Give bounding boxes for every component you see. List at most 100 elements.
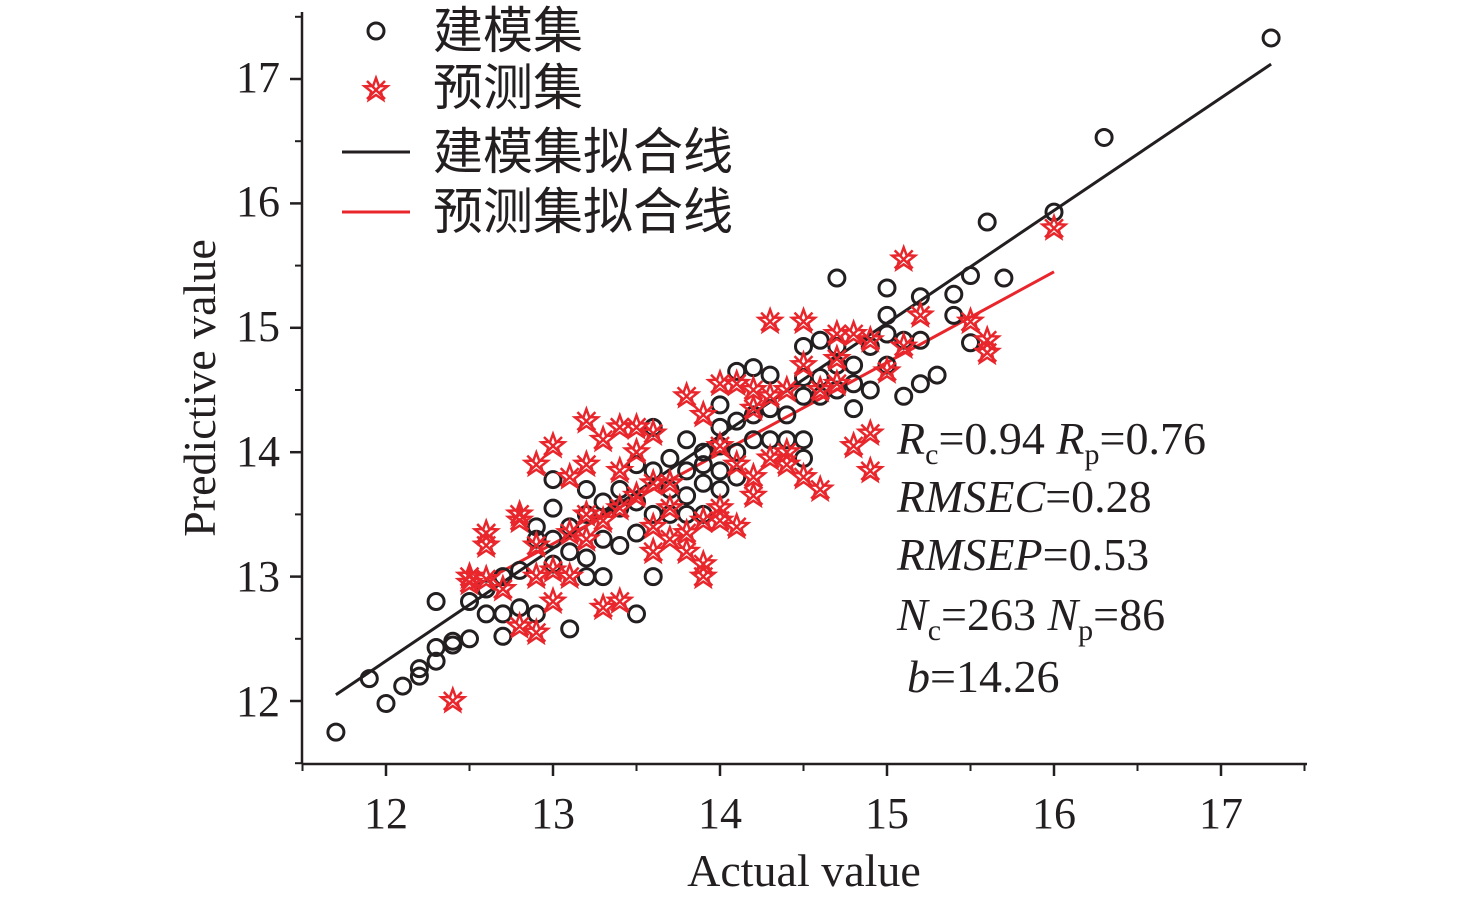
stat-nc-value: 263 xyxy=(967,589,1036,640)
calibration-point xyxy=(927,365,947,385)
y-tick-label: 12 xyxy=(236,677,280,726)
prediction-point xyxy=(855,417,886,447)
calibration-point xyxy=(944,305,964,325)
prediction-point xyxy=(655,523,685,552)
calibration-point xyxy=(810,330,830,350)
prediction-point xyxy=(604,585,635,615)
calibration-fit-line xyxy=(335,62,1272,697)
calibration-point xyxy=(693,442,713,462)
prediction-point xyxy=(638,511,669,540)
prediction-point xyxy=(805,374,836,403)
prediction-point xyxy=(638,417,669,447)
legend-label: 建模集拟合线 xyxy=(433,124,733,180)
stat-r-line: Rc=0.94 Rp=0.76 xyxy=(896,413,1206,471)
calibration-point xyxy=(994,268,1014,288)
calibration-point xyxy=(693,473,713,493)
prediction-point xyxy=(604,455,635,484)
x-tick-label: 15 xyxy=(865,789,909,838)
calibration-point xyxy=(860,336,880,356)
calibration-point xyxy=(961,266,980,286)
stat-n-line: Nc=263 Np=86 xyxy=(896,589,1165,647)
prediction-point xyxy=(738,374,769,403)
prediction-point xyxy=(771,374,802,403)
prediction-point xyxy=(554,560,585,590)
calibration-point xyxy=(677,430,697,450)
calibration-point xyxy=(576,548,596,568)
y-tick-labels: 12 13 14 15 16 17 xyxy=(236,53,280,726)
prediction-point xyxy=(771,436,802,465)
legend-label: 预测集拟合线 xyxy=(433,184,733,240)
prediction-point xyxy=(721,368,752,397)
prediction-point xyxy=(521,448,552,478)
x-tick-label: 16 xyxy=(1032,789,1076,838)
prediction-point xyxy=(705,430,735,459)
calibration-point xyxy=(794,386,813,406)
prediction-point xyxy=(705,492,735,521)
calibration-point xyxy=(576,480,596,500)
calibration-point xyxy=(743,405,763,425)
calibration-point xyxy=(543,529,563,549)
prediction-point xyxy=(655,492,685,521)
prediction-point xyxy=(521,529,552,559)
calibration-point xyxy=(610,536,630,555)
calibration-point xyxy=(877,278,897,298)
prediction-point xyxy=(855,455,886,484)
legend-item-prediction: 预测集 xyxy=(361,60,583,116)
statistics-annotation: Rc=0.94 Rp=0.76 RMSEC=0.28 RMSEP=0.53 Nc… xyxy=(896,413,1206,702)
prediction-point xyxy=(471,563,502,592)
stat-np-value: 86 xyxy=(1119,589,1165,640)
prediction-point xyxy=(788,305,819,335)
calibration-point xyxy=(877,324,897,344)
calibration-point xyxy=(627,604,646,624)
calibration-point xyxy=(643,567,663,587)
prediction-point xyxy=(671,380,702,409)
points-layer xyxy=(326,28,1281,742)
legend-item-calibration: 建模集 xyxy=(366,3,583,59)
calibration-point xyxy=(777,405,797,425)
calibration-point xyxy=(910,330,930,350)
legend-label: 预测集 xyxy=(433,60,583,116)
calibration-point xyxy=(794,430,813,450)
calibration-point xyxy=(1044,202,1064,222)
prediction-point xyxy=(872,355,902,384)
calibration-point xyxy=(593,567,613,587)
y-tick-label: 14 xyxy=(236,427,280,476)
x-tick-label: 17 xyxy=(1199,789,1243,838)
legend-item-prediction-fit: 预测集拟合线 xyxy=(342,184,733,240)
calibration-point xyxy=(376,693,396,713)
calibration-point xyxy=(710,395,730,415)
calibration-point xyxy=(727,411,747,431)
calibration-point xyxy=(593,529,613,549)
calibration-point xyxy=(627,492,646,512)
x-tick-label: 12 xyxy=(364,789,408,838)
calibration-point xyxy=(677,486,697,506)
calibration-point xyxy=(560,542,580,562)
prediction-point xyxy=(554,517,585,546)
prediction-point xyxy=(855,324,886,353)
calibration-point xyxy=(944,284,964,304)
prediction-point xyxy=(805,473,836,503)
x-axis-title: Actual value xyxy=(687,845,921,896)
prediction-point xyxy=(588,592,618,621)
prediction-point xyxy=(788,461,819,490)
stat-b-line: b=14.26 xyxy=(907,651,1059,702)
calibration-point xyxy=(727,442,747,462)
prediction-point xyxy=(721,511,752,540)
calibration-point xyxy=(627,523,646,543)
calibration-point xyxy=(326,722,346,742)
prediction-point xyxy=(538,430,568,459)
calibration-point xyxy=(1261,28,1281,48)
calibration-point xyxy=(894,386,914,406)
calibration-point xyxy=(961,333,980,353)
prediction-point xyxy=(688,548,719,577)
prediction-point xyxy=(488,573,518,602)
calibration-point xyxy=(660,448,680,468)
calibration-point xyxy=(677,461,697,481)
calibration-point xyxy=(493,604,513,624)
stat-rmsep-value: 0.53 xyxy=(1069,529,1150,580)
calibration-point xyxy=(827,268,847,288)
prediction-point xyxy=(571,498,602,527)
prediction-point xyxy=(621,411,652,440)
prediction-point xyxy=(905,299,936,328)
prediction-point xyxy=(454,560,485,590)
